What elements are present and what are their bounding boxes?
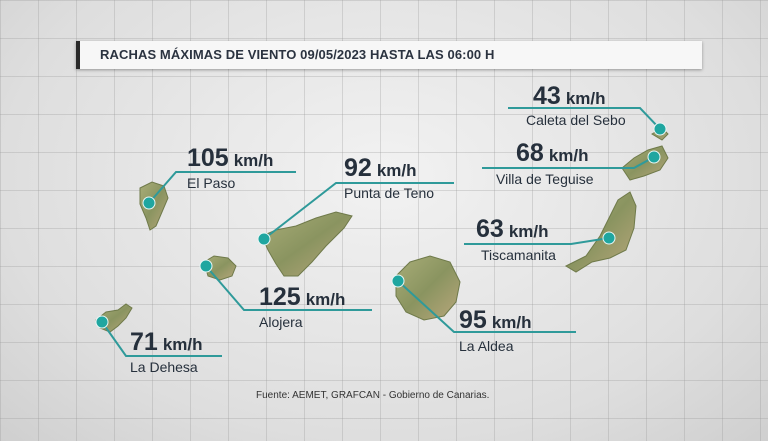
island-gran-canaria — [395, 255, 461, 321]
island-tenerife — [261, 211, 353, 277]
title-text: RACHAS MÁXIMAS DE VIENTO 09/05/2023 HAST… — [100, 47, 495, 62]
place-alojera: Alojera — [259, 314, 303, 330]
title-bar: RACHAS MÁXIMAS DE VIENTO 09/05/2023 HAST… — [76, 41, 702, 69]
place-el-paso: El Paso — [187, 175, 236, 191]
connector-caleta-del-sebo — [508, 107, 661, 130]
place-caleta-del-sebo: Caleta del Sebo — [526, 112, 626, 128]
place-villa-de-teguise: Villa de Teguise — [496, 171, 594, 187]
speed-la-dehesa: 71 km/h — [130, 328, 203, 356]
place-tiscamanita: Tiscamanita — [481, 247, 556, 263]
speed-villa-de-teguise: 68 km/h — [516, 139, 589, 167]
marker-la-dehesa — [95, 315, 109, 329]
station-markers — [95, 122, 667, 329]
place-la-aldea: La Aldea — [459, 338, 514, 354]
speed-tiscamanita: 63 km/h — [476, 215, 549, 243]
connector-la-aldea — [397, 280, 576, 333]
connector-la-dehesa — [101, 321, 222, 357]
speed-el-paso: 105 km/h — [187, 144, 274, 172]
island-fuerteventura — [564, 191, 637, 273]
connector-el-paso — [148, 171, 296, 204]
marker-tiscamanita — [602, 231, 616, 245]
speed-caleta-del-sebo: 43 km/h — [533, 82, 606, 110]
speed-la-aldea: 95 km/h — [459, 306, 532, 334]
speed-alojera: 125 km/h — [259, 283, 346, 311]
connector-lines — [101, 107, 661, 357]
connector-punta-de-teno — [263, 182, 454, 240]
place-punta-de-teno: Punta de Teno — [344, 185, 435, 201]
place-la-dehesa: La Dehesa — [130, 359, 198, 375]
marker-la-aldea — [391, 274, 405, 288]
marker-el-paso — [142, 196, 156, 210]
connector-tiscamanita — [464, 237, 610, 245]
speed-punta-de-teno: 92 km/h — [344, 154, 417, 182]
marker-caleta-del-sebo — [653, 122, 667, 136]
source-credit: Fuente: AEMET, GRAFCAN - Gobierno de Can… — [256, 390, 490, 401]
marker-punta-de-teno — [257, 232, 271, 246]
connector-alojera — [205, 265, 372, 311]
marker-alojera — [199, 259, 213, 273]
connector-villa-de-teguise — [482, 156, 655, 169]
marker-villa-de-teguise — [647, 150, 661, 164]
